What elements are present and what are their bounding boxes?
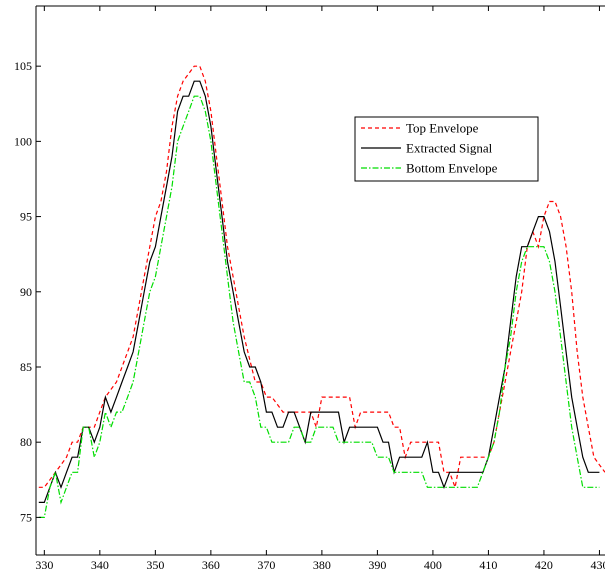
series-line-bottom-envelope [38,95,600,518]
x-tick-label: 340 [91,558,109,572]
series-line-extracted-signal [38,80,600,503]
y-tick-label: 105 [14,59,32,73]
x-tick-label: 370 [257,558,275,572]
legend-label: Bottom Envelope [406,161,498,176]
series-line-top-envelope [38,65,605,490]
x-tick-label: 360 [202,558,220,572]
legend-label: Extracted Signal [406,141,493,156]
legend: Top Envelope Extracted Signal Bottom Envel… [354,116,539,182]
y-tick-label: 85 [20,360,32,374]
x-ticks: 330 340 350 360 370 380 390 400 410 420 430 [35,6,605,572]
x-tick-label: 330 [35,558,53,572]
y-tick-label: 100 [14,134,32,148]
y-tick-label: 80 [20,435,32,449]
x-tick-label: 430 [590,558,605,572]
x-tick-label: 400 [424,558,442,572]
y-ticks: 75 80 85 90 95 100 105 [14,59,41,524]
x-tick-label: 380 [313,558,331,572]
series-layer [38,65,605,518]
y-tick-label: 75 [20,510,32,524]
x-tick-label: 410 [479,558,497,572]
x-tick-label: 350 [146,558,164,572]
x-tick-label: 390 [368,558,386,572]
y-tick-label: 90 [20,285,32,299]
x-tick-label: 420 [535,558,553,572]
y-tick-label: 95 [20,210,32,224]
legend-label: Top Envelope [406,121,479,136]
